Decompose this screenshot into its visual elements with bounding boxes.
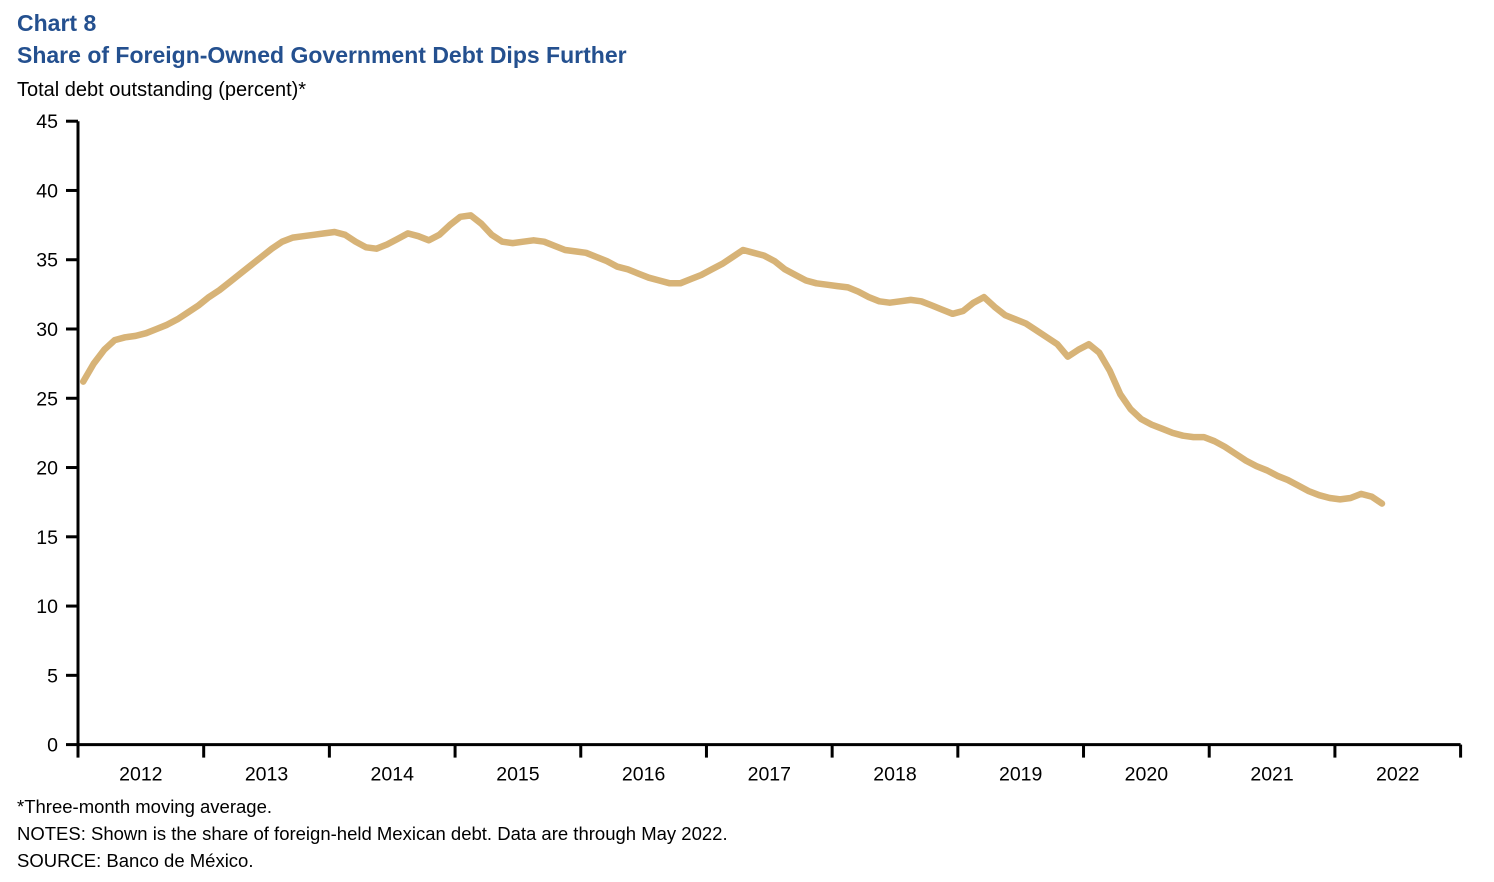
x-tick-label: 2021 [1250,764,1293,786]
y-tick-label: 10 [36,596,58,618]
source-text: SOURCE: Banco de México. [17,849,254,871]
data-line [79,212,1386,507]
x-tick-label: 2019 [999,764,1042,786]
x-tick-label: 2014 [371,764,415,786]
notes-text: NOTES: Shown is the share of foreign-hel… [17,822,728,844]
y-tick-label: 35 [36,250,58,272]
y-tick-label: 15 [36,527,58,549]
x-tick-label: 2012 [119,764,162,786]
x-tick-label: 2022 [1376,764,1419,786]
y-tick-label: 45 [36,111,58,133]
y-tick-label: 20 [36,458,58,480]
chart-notes: *Three-month moving average. NOTES: Show… [17,794,728,874]
y-tick-label: 0 [47,735,58,757]
y-tick-label: 5 [47,665,58,687]
y-tick-label: 30 [36,319,58,341]
x-tick-label: 2018 [873,764,916,786]
chart-title: Share of Foreign-Owned Government Debt D… [17,42,627,68]
chart-units-label: Total debt outstanding (percent)* [17,79,307,101]
x-tick-label: 2020 [1125,764,1169,786]
y-tick-label: 25 [36,388,58,410]
x-tick-label: 2017 [748,764,791,786]
chart-number-label: Chart 8 [17,10,97,36]
y-tick-label: 40 [36,180,58,202]
footnote: *Three-month moving average. [17,796,273,817]
x-tick-label: 2016 [622,764,665,786]
x-tick-label: 2013 [245,764,288,786]
x-tick-label: 2015 [496,764,540,786]
